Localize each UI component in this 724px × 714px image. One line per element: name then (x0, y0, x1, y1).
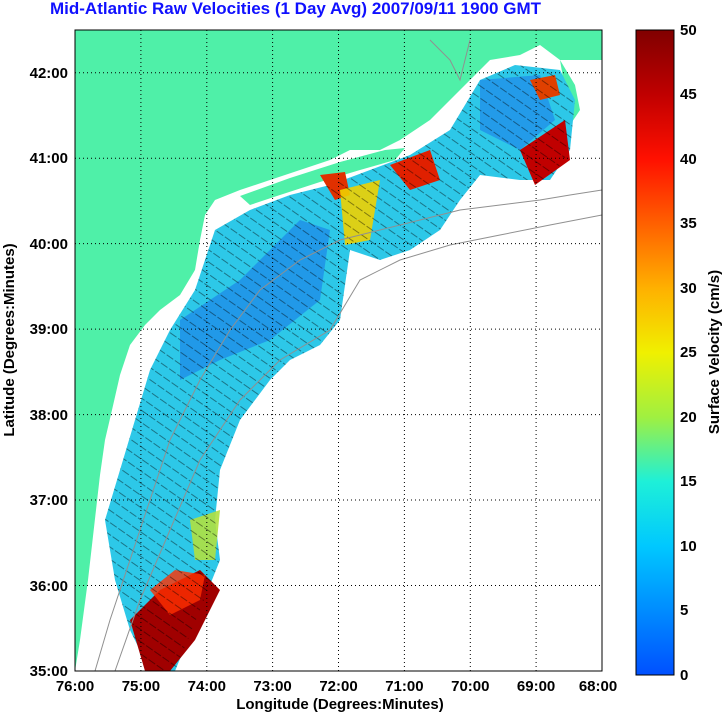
colorbar-tick-label: 10 (680, 538, 697, 555)
colorbar-tick-label: 35 (680, 215, 697, 232)
x-tick-label: 72:00 (319, 678, 357, 695)
x-tick-label: 73:00 (253, 678, 291, 695)
colorbar-tick-label: 45 (680, 86, 697, 103)
bathymetry-contour (429, 39, 471, 82)
x-tick-label: 68:00 (579, 678, 617, 695)
bathymetry-contour (94, 189, 602, 671)
colorbar-tick-label: 25 (680, 344, 697, 361)
colorbar-tick-label: 0 (680, 667, 688, 684)
colorbar-tick-label: 50 (680, 22, 697, 39)
colorbar-tick-label: 5 (680, 602, 688, 619)
y-tick-label: 39:00 (30, 321, 68, 338)
arrow-overlay (105, 65, 575, 671)
x-tick-label: 74:00 (188, 678, 226, 695)
y-axis-title: Latitude (Degrees:Minutes) (1, 243, 18, 436)
x-axis-title: Longitude (Degrees:Minutes) (236, 696, 444, 713)
colorbar-title: Surface Velocity (cm/s) (706, 270, 723, 434)
y-tick-label: 41:00 (30, 150, 68, 167)
x-tick-label: 70:00 (451, 678, 489, 695)
colorbar-tick-label: 40 (680, 151, 697, 168)
x-tick-label: 75:00 (122, 678, 160, 695)
y-tick-label: 37:00 (30, 492, 68, 509)
y-tick-label: 38:00 (30, 407, 68, 424)
y-tick-label: 35:00 (30, 663, 68, 680)
x-tick-label: 69:00 (517, 678, 555, 695)
colorbar: 50 45 40 35 30 25 20 15 10 5 0 Surface V… (635, 22, 723, 684)
x-axis: 76:00 75:00 74:00 73:00 72:00 71:00 70:0… (56, 678, 617, 713)
colorbar-tick-label: 15 (680, 473, 697, 490)
y-tick-label: 40:00 (30, 236, 68, 253)
colorbar-tick-label: 30 (680, 280, 697, 297)
colorbar-tick-label: 20 (680, 409, 697, 426)
x-tick-label: 71:00 (385, 678, 423, 695)
y-tick-label: 36:00 (30, 578, 68, 595)
y-tick-label: 42:00 (30, 65, 68, 82)
grid (75, 30, 602, 671)
bathymetry-contour (114, 214, 602, 671)
plot-frame (74, 29, 603, 672)
colorbar-scale (635, 29, 675, 676)
x-tick-label: 76:00 (56, 678, 94, 695)
chart-title: Mid-Atlantic Raw Velocities (1 Day Avg) … (50, 0, 541, 18)
y-axis: 42:00 41:00 40:00 39:00 38:00 37:00 36:0… (1, 65, 68, 680)
